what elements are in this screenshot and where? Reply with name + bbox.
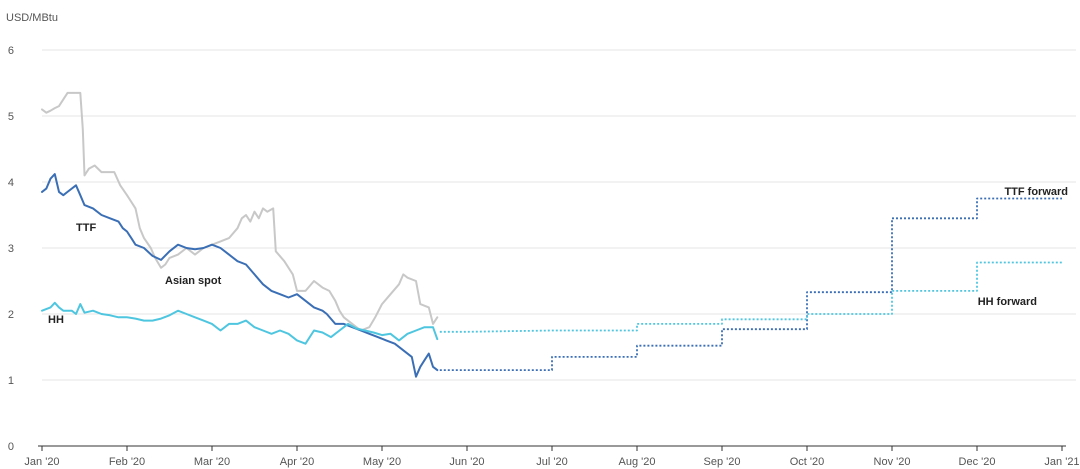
x-tick-label: Jan '21 [1044,456,1079,468]
series-label-asian-spot: Asian spot [165,275,222,287]
x-tick-label: Mar '20 [194,456,230,468]
series-line-hh-forward [439,261,1062,333]
x-tick-label: Feb '20 [109,456,145,468]
x-tick-label: Nov '20 [874,456,911,468]
y-tick-label: 5 [8,111,14,123]
series-lines [41,91,1062,378]
x-tick-label: Jul '20 [536,456,567,468]
series-line-hh [41,301,439,345]
grid-lines [42,49,1076,381]
y-unit-label: USD/MBtu [6,12,58,24]
series-label-ttf: TTF [76,222,96,234]
series-label-hh: HH [48,314,64,326]
x-tick-label: Jun '20 [449,456,484,468]
y-axis-ticks: 0 1 2 3 4 5 6 [8,45,14,453]
x-tick-label: Sep '20 [704,456,741,468]
y-tick-label: 4 [8,177,14,189]
series-line-ttf [41,173,439,378]
x-tick-label: Dec '20 [959,456,996,468]
y-tick-label: 3 [8,243,14,255]
x-tick-label: Jan '20 [24,456,59,468]
x-axis: Jan '20 Feb '20 Mar '20 Apr '20 May '20 Jun '… [24,445,1080,468]
series-label-hh-forward: HH forward [978,296,1037,308]
x-tick-label: Oct '20 [790,456,825,468]
y-tick-label: 1 [8,375,14,387]
x-tick-label: May '20 [363,456,401,468]
series-labels: Asian spot TTF HH TTF forward HH forward [48,186,1068,326]
series-line-asian-spot [41,91,439,332]
series-line-ttf-forward [439,197,1062,371]
series-label-ttf-forward: TTF forward [1004,186,1068,198]
x-tick-label: Apr '20 [280,456,315,468]
y-tick-label: 6 [8,45,14,57]
y-tick-label: 0 [8,441,14,453]
x-tick-label: Aug '20 [619,456,656,468]
y-tick-label: 2 [8,309,14,321]
